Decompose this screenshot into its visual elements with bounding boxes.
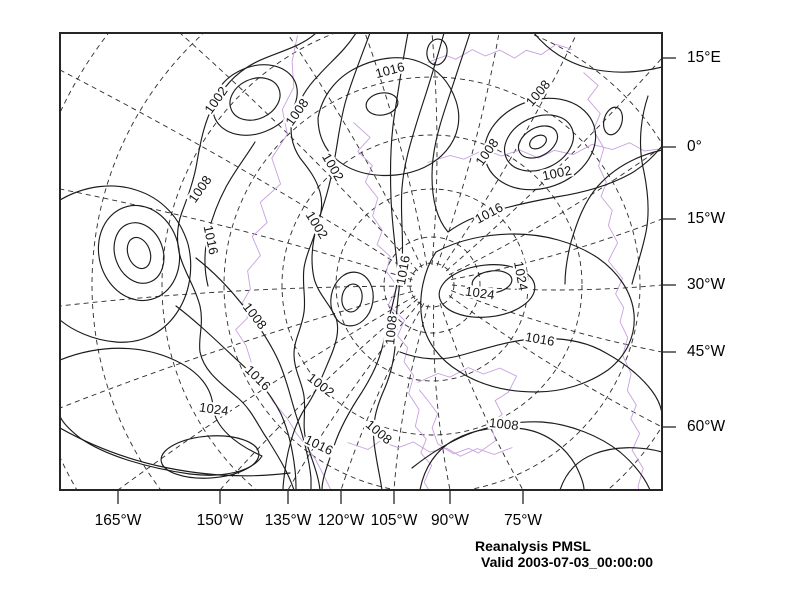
isobar (61, 347, 263, 476)
isobar-loop (529, 134, 547, 150)
contour-label: 1024 (197, 399, 231, 419)
right-axis-tick-label: 60°W (687, 418, 726, 435)
right-axis-tick-label: 45°W (687, 343, 726, 360)
bottom-axis-tick-label: 165°W (94, 512, 142, 529)
isobar-loop (341, 283, 363, 313)
contour-label: 1024 (463, 283, 497, 303)
isobar (559, 447, 661, 489)
bottom-axis-tick-label: 75°W (503, 512, 543, 529)
isobar-loop (229, 77, 281, 121)
isobar-contours (61, 34, 661, 489)
isobar (61, 185, 192, 343)
bottom-axis-tick-label: 105°W (370, 512, 418, 529)
contour-label: 1008 (487, 414, 521, 434)
coastline-path (417, 367, 518, 455)
bottom-axis-tick-label: 90°W (430, 512, 470, 529)
coastline-path (427, 142, 661, 163)
right-axis-tick-label: 0° (687, 138, 702, 155)
isobar-loop (365, 92, 399, 116)
bottom-axis-tick-label: 150°W (196, 512, 244, 529)
isobar-loop (126, 236, 152, 270)
isobar (564, 149, 661, 285)
isobar (204, 141, 256, 287)
isobar-loop (160, 435, 260, 479)
isobar-loop (212, 64, 298, 136)
contour-label: 1008 (382, 313, 400, 347)
right-axis-tick-label: 15°E (687, 49, 721, 66)
map-frame-border (59, 32, 663, 491)
bottom-axis-tick-label: 135°W (264, 512, 312, 529)
isobar (431, 34, 661, 233)
axis-ticks (117, 57, 676, 504)
coastline-path (427, 43, 573, 63)
isobar (419, 426, 585, 489)
isobar (399, 337, 661, 412)
isobar (282, 34, 371, 489)
right-axis-tick-label: 15°W (687, 210, 726, 227)
isobar-loop (517, 125, 559, 159)
isobar-loop (603, 106, 623, 136)
isobar (195, 257, 312, 489)
isobar (631, 95, 649, 285)
isobar (321, 34, 409, 489)
bottom-axis-tick-label: 120°W (317, 512, 365, 529)
caption-title: Reanalysis PMSL (475, 538, 591, 554)
right-axis-tick-label: 30°W (687, 276, 726, 293)
isobar-loop (317, 57, 460, 177)
isobar-loop (113, 222, 165, 284)
coastline-path (583, 72, 644, 489)
isobar (61, 427, 291, 477)
isobar-loop (97, 204, 181, 302)
isobar-loop (426, 38, 448, 66)
isobar (175, 305, 297, 489)
isobar-loop (330, 271, 374, 327)
isobar-loop (420, 233, 635, 393)
isobar-loop (438, 264, 536, 318)
caption-valid-time: Valid 2003-07-03_00:00:00 (481, 554, 654, 570)
isobar (411, 421, 651, 489)
coastline-path (347, 440, 513, 457)
isobar (534, 34, 661, 73)
